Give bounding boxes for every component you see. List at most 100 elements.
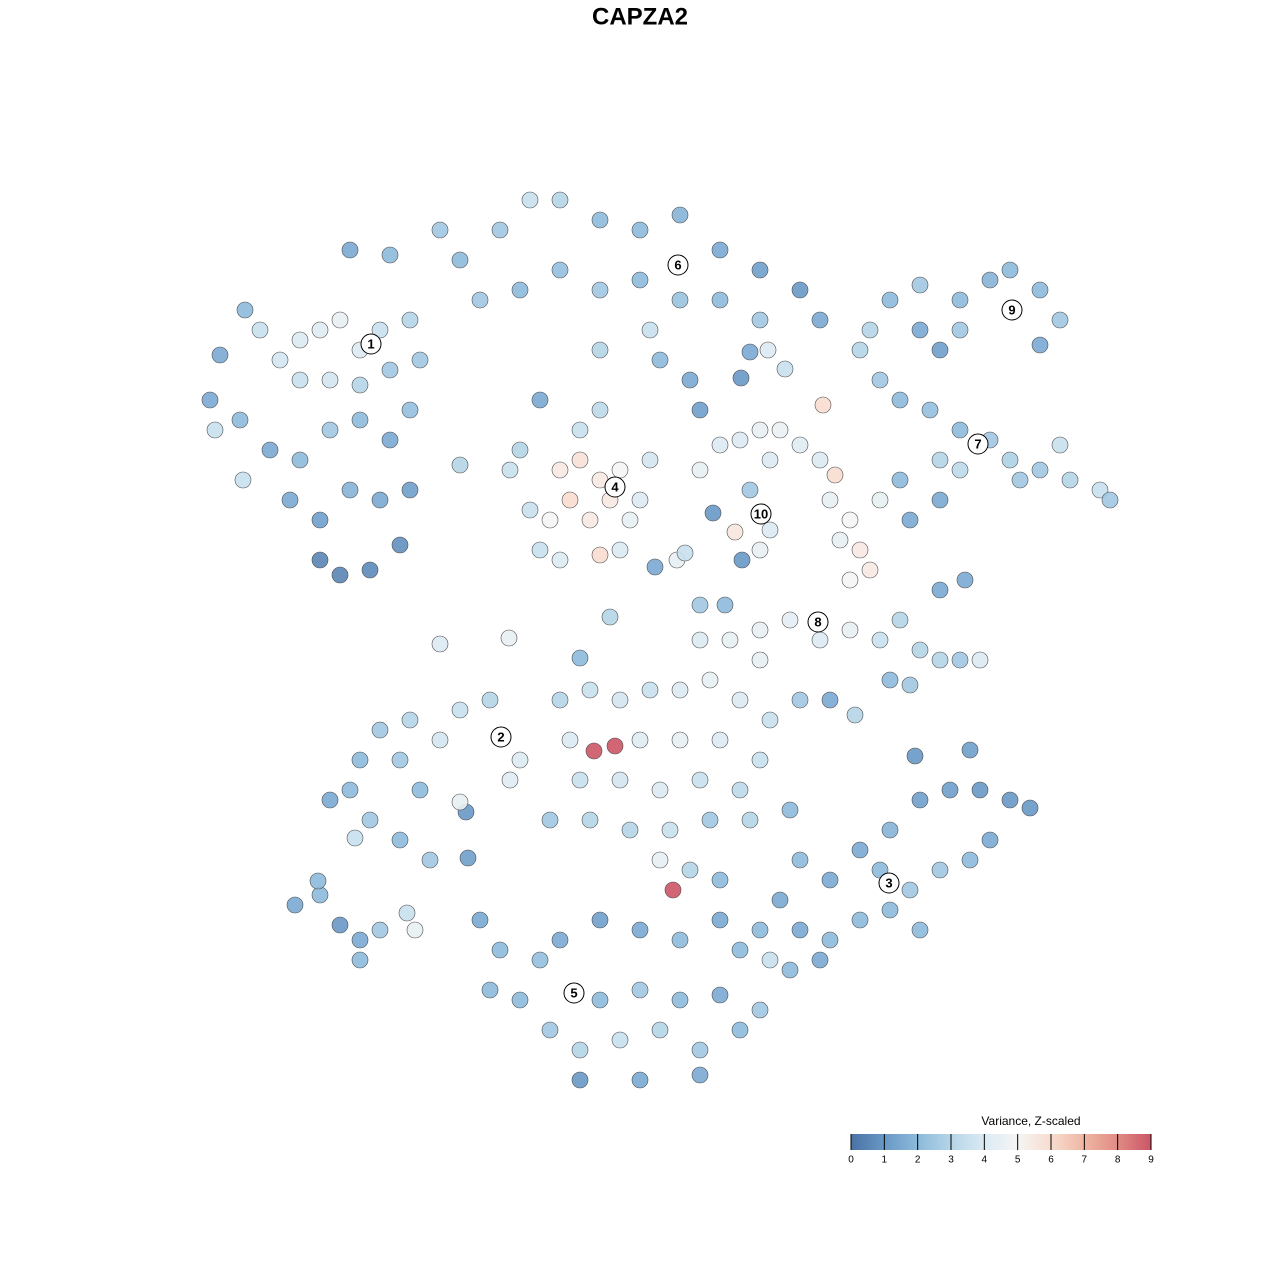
point [351,411,369,429]
point [311,511,329,529]
point [571,1071,589,1089]
point [851,911,869,929]
point [881,291,899,309]
point [781,611,799,629]
point [371,321,389,339]
point [811,951,829,969]
point [826,466,844,484]
cluster-label: 7 [974,436,981,451]
point [891,611,909,629]
point [581,681,599,699]
point [391,831,409,849]
point [676,544,694,562]
point [291,451,309,469]
point [311,886,329,904]
point [901,676,919,694]
point [491,221,509,239]
point [821,691,839,709]
point [401,311,419,329]
point [231,411,249,429]
point [721,631,739,649]
point [821,871,839,889]
point [361,811,379,829]
point [661,821,679,839]
point [751,621,769,639]
point [891,471,909,489]
point [501,461,519,479]
point [500,629,518,647]
point [841,621,859,639]
point [1031,461,1049,479]
point [571,1041,589,1059]
point [931,451,949,469]
point [551,931,569,949]
chart-title: CAPZA2 [592,3,688,30]
point [761,951,779,969]
point [541,1021,559,1039]
point [291,331,309,349]
point [731,781,749,799]
point [732,369,750,387]
point [371,921,389,939]
point [726,523,744,541]
point [691,596,709,614]
point [751,421,769,439]
point [691,401,709,419]
point [631,271,649,289]
point [751,311,769,329]
point [1011,471,1029,489]
point [664,881,682,899]
cluster-label: 8 [814,614,821,629]
point [381,361,399,379]
point [776,360,794,378]
point [881,901,899,919]
cluster-label-bg [360,333,382,355]
point [651,1021,669,1039]
point [381,431,399,449]
point [331,916,349,934]
point [371,491,389,509]
point [581,511,599,529]
point [871,631,889,649]
point [771,421,789,439]
point [421,851,439,869]
point [331,566,349,584]
point [911,921,929,939]
points [201,191,1119,1089]
point [346,829,364,847]
colorbar-tick-label: 4 [982,1155,988,1166]
point [341,781,359,799]
point [731,691,749,709]
point [571,649,589,667]
point [761,521,779,539]
point [711,291,729,309]
point [551,191,569,209]
point [1031,336,1049,354]
point [851,541,869,559]
point [931,491,949,509]
point [911,791,929,809]
point [641,321,659,339]
point [611,541,629,559]
point [411,351,429,369]
point [471,911,489,929]
cluster-label: 4 [611,479,619,494]
colorbar-tick-label: 5 [1015,1155,1021,1166]
point [431,731,449,749]
point [591,401,609,419]
cluster-label-bg [878,872,900,894]
point [611,461,629,479]
point [871,371,889,389]
colorbar-tick-label: 9 [1148,1155,1154,1166]
point [571,451,589,469]
point [671,291,689,309]
cluster-label: 2 [497,729,504,744]
point [1031,281,1049,299]
point [911,321,929,339]
point [401,401,419,419]
point [406,921,424,939]
point [831,531,849,549]
point [901,511,919,529]
point [551,261,569,279]
